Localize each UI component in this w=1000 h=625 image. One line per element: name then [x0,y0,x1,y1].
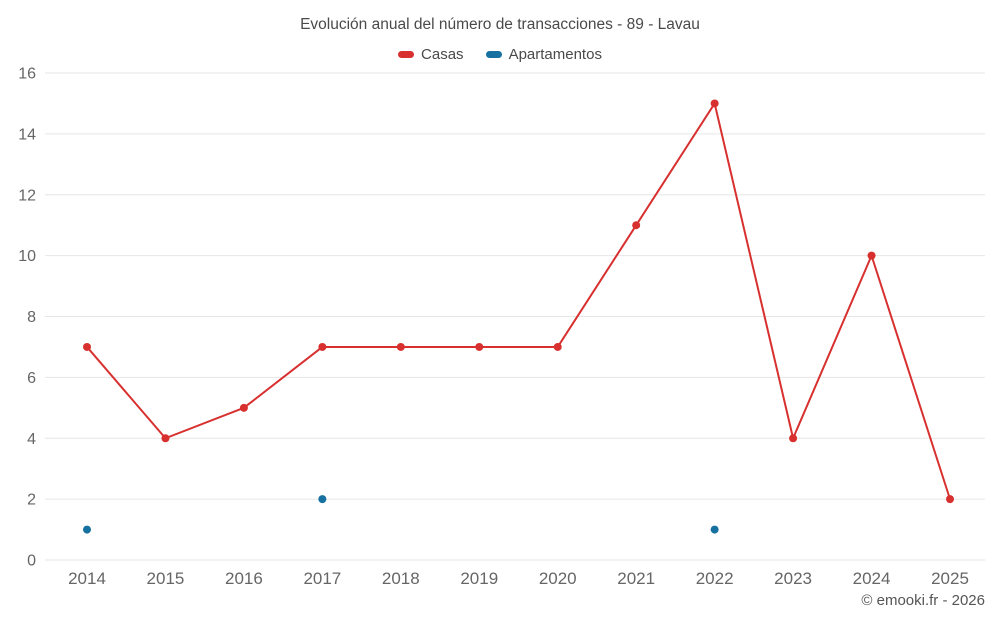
legend-label-casas: Casas [421,46,464,63]
x-tick-label: 2017 [303,569,341,588]
data-point-casas-2018 [396,342,405,351]
copyright: © emooki.fr - 2026 [861,592,985,609]
x-tick-label: 2015 [147,569,185,588]
data-point-casas-2019 [475,342,484,351]
data-point-casas-2021 [632,221,641,230]
legend-label-apartamentos: Apartamentos [508,46,602,63]
x-tick-label: 2023 [774,569,812,588]
data-point-casas-2016 [239,403,248,412]
chart-title: Evolución anual del número de transaccio… [300,16,700,33]
data-point-casas-2023 [789,434,798,443]
y-tick-label: 10 [18,248,36,265]
data-point-casas-2025 [946,495,954,504]
x-tick-label: 2024 [853,569,891,588]
x-tick-label: 2022 [696,569,734,588]
legend: Casas Apartamentos [0,46,1000,63]
y-tick-label: 6 [27,370,36,387]
x-tick-label: 2018 [382,569,420,588]
casas-swatch-icon [398,51,415,58]
x-tick-label: 2025 [931,569,969,588]
series-line-casas [86,102,951,500]
y-tick-label: 8 [27,309,36,326]
data-point-casas-2024 [867,251,876,260]
y-tick-label: 2 [27,492,36,509]
data-point-casas-2022 [710,99,719,108]
y-tick-label: 4 [27,431,36,448]
x-tick-label: 2020 [539,569,577,588]
x-tick-label: 2016 [225,569,263,588]
x-tick-label: 2021 [617,569,655,588]
data-point-casas-2017 [318,342,327,351]
x-tick-label: 2019 [460,569,498,588]
data-point-casas-2020 [553,342,562,351]
data-point-casas-2015 [161,434,170,443]
x-tick-label: 2014 [68,569,106,588]
data-point-casas-2014 [83,342,91,351]
y-tick-label: 0 [27,553,36,570]
y-tick-label: 16 [18,66,36,83]
data-point-apartamentos-2017 [318,495,327,504]
y-tick-label: 12 [18,187,36,204]
apartamentos-swatch-icon [485,51,502,58]
y-tick-label: 14 [18,126,36,143]
legend-item-casas[interactable]: Casas [398,46,464,63]
data-point-apartamentos-2014 [83,525,91,534]
legend-item-apartamentos[interactable]: Apartamentos [485,46,602,63]
data-point-apartamentos-2022 [710,525,719,534]
